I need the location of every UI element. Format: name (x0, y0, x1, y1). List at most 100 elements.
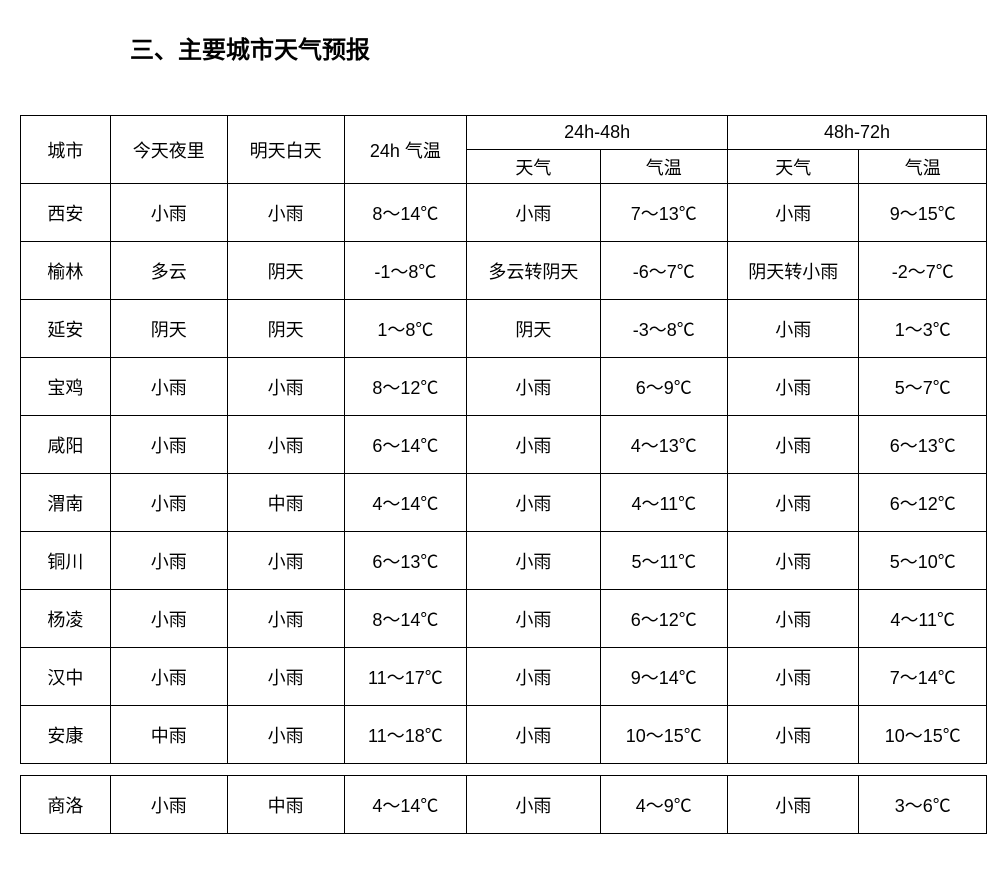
cell-tonight: 小雨 (110, 416, 227, 474)
cell-t72: 5～7℃ (859, 358, 987, 416)
cell-t24: 1～8℃ (344, 300, 467, 358)
cell-tomorrow: 小雨 (227, 358, 344, 416)
cell-w72: 小雨 (728, 532, 859, 590)
cell-t24: 11～17℃ (344, 648, 467, 706)
cell-t72: 9～15℃ (859, 184, 987, 242)
col-temp-72: 气温 (859, 150, 987, 184)
cell-t72: 7～14℃ (859, 648, 987, 706)
cell-w48: 小雨 (467, 416, 600, 474)
cell-t48: 6～9℃ (600, 358, 728, 416)
cell-t24: 8～14℃ (344, 590, 467, 648)
cell-t72: -2～7℃ (859, 242, 987, 300)
cell-tonight: 多云 (110, 242, 227, 300)
cell-w48: 小雨 (467, 706, 600, 764)
cell-w72: 小雨 (728, 416, 859, 474)
cell-t72: 6～12℃ (859, 474, 987, 532)
page: 三、主要城市天气预报 城市 今天夜里 明天白天 24h 气温 24h-48h 4… (0, 0, 1007, 874)
cell-w48: 小雨 (467, 474, 600, 532)
col-weather-48: 天气 (467, 150, 600, 184)
cell-t48: 4～9℃ (600, 776, 728, 834)
cell-w72: 小雨 (728, 474, 859, 532)
col-tomorrow: 明天白天 (227, 116, 344, 184)
cell-tonight: 小雨 (110, 184, 227, 242)
cell-w72: 小雨 (728, 590, 859, 648)
table-gap (21, 764, 987, 776)
cell-t24: -1～8℃ (344, 242, 467, 300)
cell-city: 安康 (21, 706, 111, 764)
cell-t72: 1～3℃ (859, 300, 987, 358)
table-row: 榆林多云阴天-1～8℃多云转阴天-6～7℃阴天转小雨-2～7℃ (21, 242, 987, 300)
table-row: 商洛小雨中雨4～14℃小雨4～9℃小雨3～6℃ (21, 776, 987, 834)
cell-tomorrow: 小雨 (227, 648, 344, 706)
cell-w72: 小雨 (728, 358, 859, 416)
cell-w48: 阴天 (467, 300, 600, 358)
cell-tomorrow: 小雨 (227, 416, 344, 474)
cell-t24: 4～14℃ (344, 776, 467, 834)
cell-w48: 小雨 (467, 532, 600, 590)
cell-w48: 小雨 (467, 590, 600, 648)
cell-tonight: 小雨 (110, 776, 227, 834)
cell-t48: 4～11℃ (600, 474, 728, 532)
cell-t24: 6～14℃ (344, 416, 467, 474)
cell-city: 咸阳 (21, 416, 111, 474)
cell-tomorrow: 阴天 (227, 300, 344, 358)
cell-tonight: 小雨 (110, 358, 227, 416)
cell-t72: 5～10℃ (859, 532, 987, 590)
cell-tonight: 中雨 (110, 706, 227, 764)
cell-city: 商洛 (21, 776, 111, 834)
cell-w48: 小雨 (467, 648, 600, 706)
cell-city: 西安 (21, 184, 111, 242)
col-group-48: 24h-48h (467, 116, 728, 150)
cell-t24: 6～13℃ (344, 532, 467, 590)
table-row: 铜川小雨小雨6～13℃小雨5～11℃小雨5～10℃ (21, 532, 987, 590)
table-header: 城市 今天夜里 明天白天 24h 气温 24h-48h 48h-72h 天气 气… (21, 116, 987, 184)
cell-tomorrow: 小雨 (227, 184, 344, 242)
cell-city: 延安 (21, 300, 111, 358)
cell-w72: 小雨 (728, 300, 859, 358)
cell-t24: 4～14℃ (344, 474, 467, 532)
col-weather-72: 天气 (728, 150, 859, 184)
cell-w72: 小雨 (728, 184, 859, 242)
forecast-table: 城市 今天夜里 明天白天 24h 气温 24h-48h 48h-72h 天气 气… (20, 115, 987, 834)
table-row: 汉中小雨小雨11～17℃小雨9～14℃小雨7～14℃ (21, 648, 987, 706)
cell-city: 渭南 (21, 474, 111, 532)
cell-w72: 小雨 (728, 706, 859, 764)
cell-t48: 9～14℃ (600, 648, 728, 706)
cell-w72: 阴天转小雨 (728, 242, 859, 300)
cell-tonight: 小雨 (110, 532, 227, 590)
cell-tomorrow: 阴天 (227, 242, 344, 300)
cell-t24: 8～12℃ (344, 358, 467, 416)
table-body-main: 西安小雨小雨8～14℃小雨7～13℃小雨9～15℃榆林多云阴天-1～8℃多云转阴… (21, 184, 987, 764)
cell-tomorrow: 小雨 (227, 590, 344, 648)
table-row: 渭南小雨中雨4～14℃小雨4～11℃小雨6～12℃ (21, 474, 987, 532)
cell-tonight: 小雨 (110, 590, 227, 648)
cell-tomorrow: 中雨 (227, 776, 344, 834)
cell-w48: 小雨 (467, 358, 600, 416)
cell-t72: 10～15℃ (859, 706, 987, 764)
col-group-72: 48h-72h (728, 116, 987, 150)
section-title: 三、主要城市天气预报 (130, 30, 987, 65)
cell-city: 铜川 (21, 532, 111, 590)
cell-t48: -6～7℃ (600, 242, 728, 300)
cell-w48: 多云转阴天 (467, 242, 600, 300)
cell-t72: 4～11℃ (859, 590, 987, 648)
table-row: 咸阳小雨小雨6～14℃小雨4～13℃小雨6～13℃ (21, 416, 987, 474)
cell-city: 杨凌 (21, 590, 111, 648)
cell-t48: 5～11℃ (600, 532, 728, 590)
cell-tomorrow: 中雨 (227, 474, 344, 532)
cell-t48: -3～8℃ (600, 300, 728, 358)
cell-city: 汉中 (21, 648, 111, 706)
table-row: 安康中雨小雨11～18℃小雨10～15℃小雨10～15℃ (21, 706, 987, 764)
cell-tonight: 小雨 (110, 648, 227, 706)
table-row: 西安小雨小雨8～14℃小雨7～13℃小雨9～15℃ (21, 184, 987, 242)
cell-t72: 3～6℃ (859, 776, 987, 834)
cell-city: 宝鸡 (21, 358, 111, 416)
gap-cell (21, 764, 987, 776)
cell-w72: 小雨 (728, 776, 859, 834)
cell-t48: 10～15℃ (600, 706, 728, 764)
cell-tonight: 小雨 (110, 474, 227, 532)
cell-t24: 8～14℃ (344, 184, 467, 242)
cell-t72: 6～13℃ (859, 416, 987, 474)
cell-t24: 11～18℃ (344, 706, 467, 764)
table-body-detached: 商洛小雨中雨4～14℃小雨4～9℃小雨3～6℃ (21, 776, 987, 834)
